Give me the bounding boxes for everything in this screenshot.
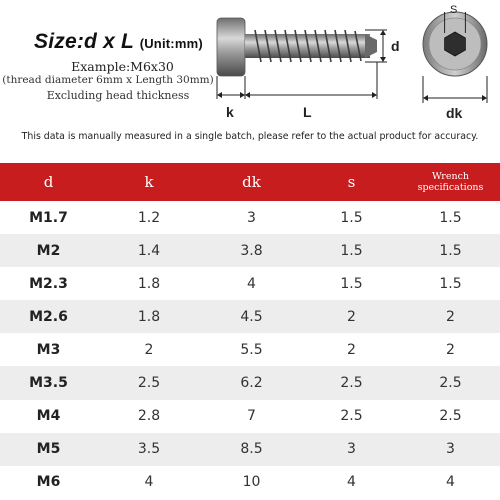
screw-threads — [254, 29, 362, 63]
cell-wrench: 3 — [446, 441, 455, 458]
cell-dk: 3.8 — [240, 242, 263, 259]
screw-head — [216, 17, 246, 77]
table-row: M6 4 10 4 4 — [0, 465, 500, 499]
cell-s: 2 — [347, 308, 356, 325]
cell-wrench: 2 — [446, 308, 455, 325]
exclude-note: Excluding head thickness — [46, 89, 190, 102]
label-dk: dk — [446, 105, 463, 121]
cell-s: 1.5 — [340, 275, 363, 292]
cell-k: 4 — [144, 474, 154, 491]
cell-s: 1.5 — [340, 209, 363, 226]
thread-note: (thread diameter 6mm x Length 30mm) — [2, 74, 214, 86]
table-row: M4 2.8 7 2.5 2.5 — [0, 399, 500, 433]
dimension-kL-lines — [216, 62, 378, 99]
cell-k: 1.8 — [137, 275, 161, 292]
table-row: M5 3.5 8.5 3 3 — [0, 432, 500, 466]
cell-wrench: 2 — [446, 341, 455, 358]
cell-dk: 6.2 — [240, 375, 263, 392]
label-d: d — [391, 38, 400, 54]
cell-k: 2.5 — [137, 375, 161, 392]
cell-dk: 10 — [242, 474, 261, 491]
table-row: M3 2 5.5 2 2 — [0, 333, 500, 367]
cell-s: 4 — [347, 474, 356, 491]
cell-k: 1.4 — [137, 242, 161, 259]
spec-table: d k dk s Wrench specifications M1.7 1.2 3 1.… — [0, 163, 500, 499]
size-unit: (Unit:mm) — [139, 36, 203, 51]
cell-wrench: 4 — [446, 474, 455, 491]
cell-k: 1.2 — [137, 209, 161, 226]
cell-d: M6 — [36, 474, 61, 491]
cell-d: M4 — [36, 408, 61, 425]
cell-wrench: 2.5 — [439, 408, 462, 425]
header-k: k — [144, 173, 154, 191]
cell-d: M2 — [36, 242, 61, 259]
cell-k: 2.8 — [137, 408, 161, 425]
table-header-row: d k dk s Wrench specifications — [0, 163, 500, 201]
header-s: s — [347, 173, 356, 191]
screw-side-view-diagram: d k L — [216, 17, 400, 120]
screw-tip — [365, 34, 377, 58]
dimension-d-lines — [365, 29, 387, 63]
cell-d: M1.7 — [29, 209, 68, 226]
cell-k: 2 — [144, 341, 154, 358]
cell-dk: 3 — [247, 209, 256, 226]
cell-dk: 5.5 — [240, 341, 263, 358]
cell-s: 2 — [347, 341, 356, 358]
table-row: M2.6 1.8 4.5 2 2 — [0, 300, 500, 334]
example-text: Example:M6x30 — [71, 59, 174, 74]
cell-wrench: 1.5 — [439, 242, 462, 259]
cell-d: M3 — [36, 341, 61, 358]
measurement-note: This data is manually measured in a sing… — [21, 131, 479, 142]
size-title: Size:d x L (Unit:mm) — [34, 30, 203, 53]
cell-dk: 4 — [247, 275, 256, 292]
cell-dk: 4.5 — [240, 308, 263, 325]
table-row: M1.7 1.2 3 1.5 1.5 — [0, 201, 500, 235]
label-s: S — [450, 4, 457, 16]
cell-k: 1.8 — [137, 308, 161, 325]
cell-s: 3 — [347, 441, 356, 458]
cell-dk: 7 — [247, 408, 256, 425]
label-k: k — [226, 104, 234, 120]
cell-d: M2.6 — [29, 308, 68, 325]
cell-s: 1.5 — [340, 242, 363, 259]
cell-s: 2.5 — [340, 375, 363, 392]
table-row: M2.3 1.8 4 1.5 1.5 — [0, 267, 500, 301]
cell-wrench: 2.5 — [439, 375, 462, 392]
header-wrench: Wrench specifications — [417, 171, 484, 193]
header-dk: dk — [242, 173, 261, 191]
table-row: M2 1.4 3.8 1.5 1.5 — [0, 234, 500, 268]
spec-header: Size:d x L (Unit:mm) Example:M6x30 (thre… — [0, 0, 500, 125]
cell-wrench: 1.5 — [439, 275, 462, 292]
cell-d: M3.5 — [29, 375, 68, 392]
cell-dk: 8.5 — [240, 441, 263, 458]
cell-d: M2.3 — [29, 275, 68, 292]
cell-d: M5 — [36, 441, 61, 458]
table-row: M3.5 2.5 6.2 2.5 2.5 — [0, 366, 500, 400]
header-d: d — [43, 173, 54, 191]
label-L: L — [303, 104, 312, 120]
cell-k: 3.5 — [137, 441, 161, 458]
screw-head-end-view: S dk — [422, 4, 488, 121]
hex-socket — [444, 31, 466, 57]
cell-wrench: 1.5 — [439, 209, 462, 226]
cell-s: 2.5 — [340, 408, 363, 425]
